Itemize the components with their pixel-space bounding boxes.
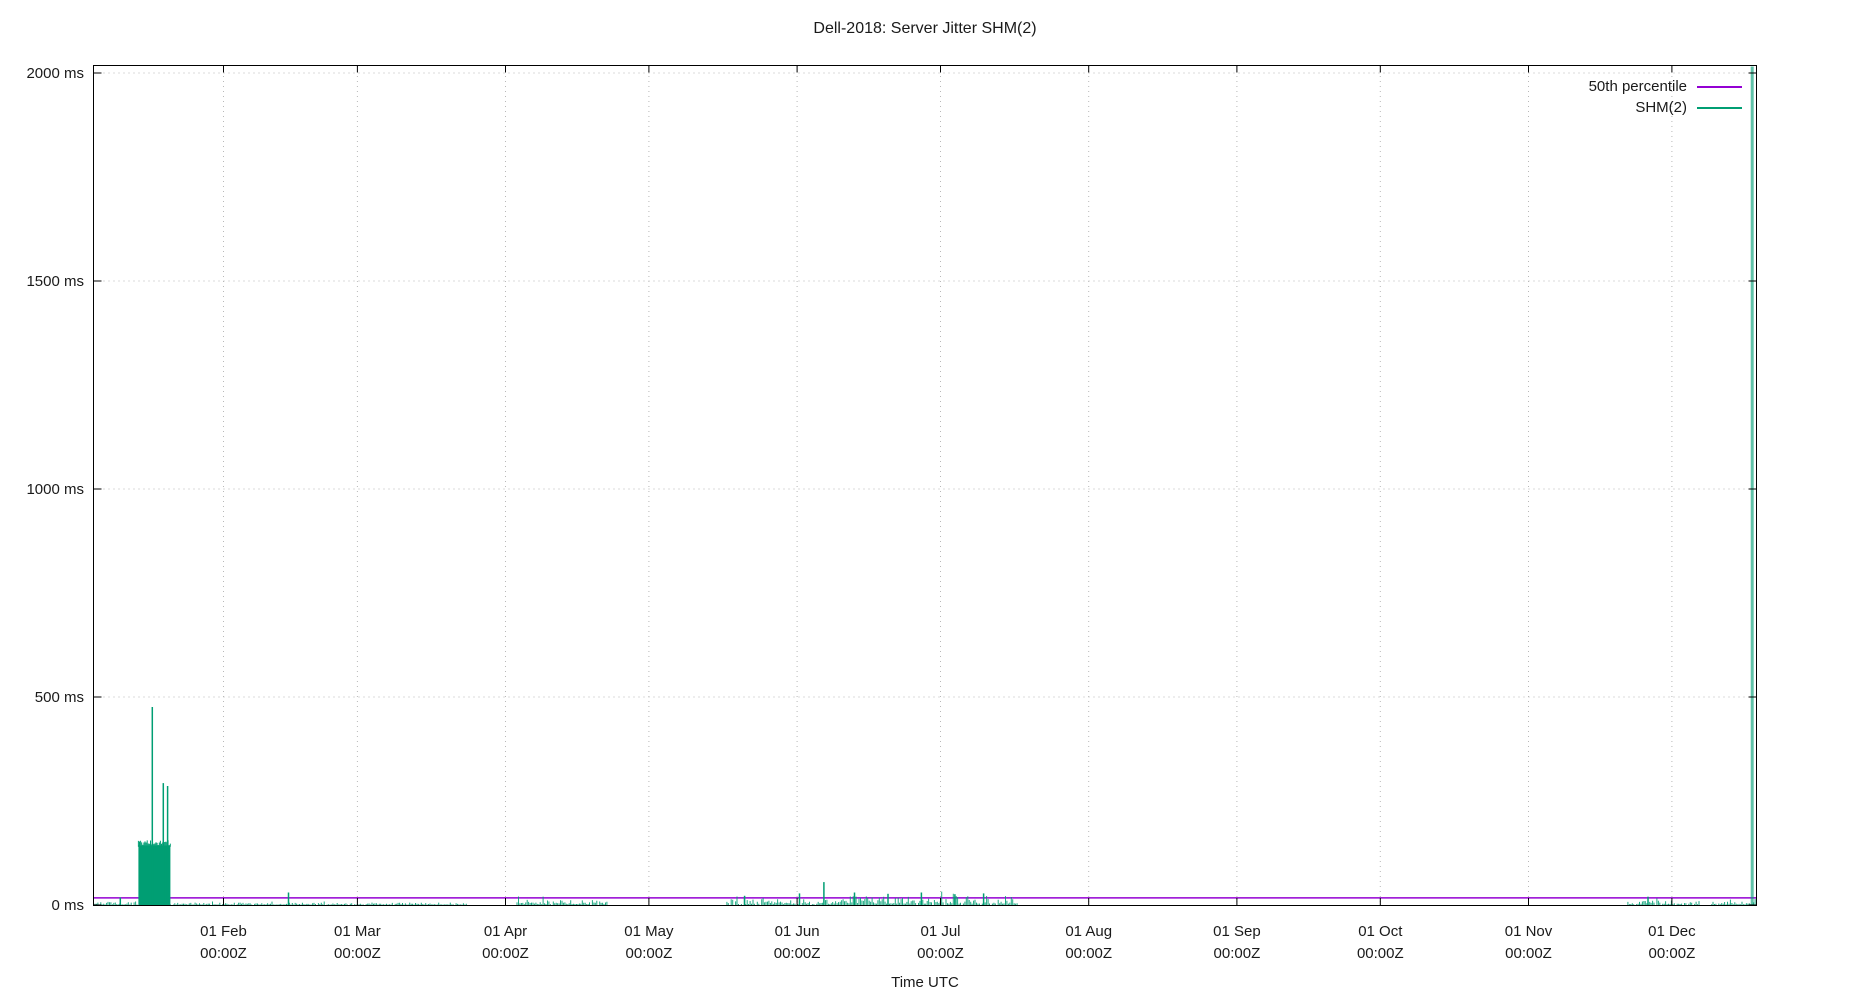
x-tick-label: 01 Jul	[920, 923, 960, 940]
legend-label-shm2: SHM(2)	[1635, 99, 1687, 116]
x-tick-label: 00:00Z	[1065, 945, 1112, 962]
x-tick-label: 00:00Z	[200, 945, 247, 962]
burst-block	[138, 845, 171, 905]
x-tick-label: 00:00Z	[626, 945, 673, 962]
axis-ticks	[93, 65, 1757, 906]
x-tick-label: 01 May	[624, 923, 674, 940]
y-tick-label: 1500 ms	[26, 273, 84, 290]
x-tick-label: 01 Mar	[334, 923, 381, 940]
x-tick-label: 00:00Z	[917, 945, 964, 962]
y-tick-label: 1000 ms	[26, 481, 84, 498]
x-tick-label: 00:00Z	[1214, 945, 1261, 962]
x-tick-label: 00:00Z	[1357, 945, 1404, 962]
x-tick-label: 00:00Z	[482, 945, 529, 962]
series-shm2	[93, 66, 1756, 905]
x-tick-label: 01 Sep	[1213, 923, 1261, 940]
y-tick-label: 500 ms	[35, 689, 84, 706]
axis-labels: 0 ms 500 ms 1000 ms 1500 ms 2000 ms 01 Feb 00:…	[26, 65, 1696, 962]
x-tick-label: 00:00Z	[774, 945, 821, 962]
gridlines	[93, 66, 1757, 905]
x-tick-label: 01 Apr	[484, 923, 527, 940]
x-tick-label: 01 Feb	[200, 923, 247, 940]
legend-label-50th-percentile: 50th percentile	[1588, 78, 1687, 95]
x-tick-label: 01 Jun	[775, 923, 820, 940]
x-axis-title: Time UTC	[891, 974, 959, 991]
chart-title: Dell-2018: Server Jitter SHM(2)	[813, 20, 1037, 37]
x-tick-label: 01 Oct	[1358, 923, 1403, 940]
legend-item-50th-percentile: 50th percentile	[1589, 76, 1742, 97]
legend: 50th percentile SHM(2)	[1589, 76, 1742, 118]
y-tick-label: 0 ms	[51, 897, 84, 914]
legend-line-sample-shm2	[1697, 106, 1742, 109]
x-tick-label: 00:00Z	[1649, 945, 1696, 962]
legend-item-shm2: SHM(2)	[1589, 97, 1742, 118]
y-tick-label: 2000 ms	[26, 65, 84, 82]
legend-line-sample-50th-percentile	[1697, 85, 1742, 88]
plot-border	[93, 65, 1757, 906]
x-tick-label: 01 Dec	[1648, 923, 1696, 940]
x-tick-label: 01 Aug	[1065, 923, 1112, 940]
x-tick-label: 01 Nov	[1505, 923, 1553, 940]
x-tick-label: 00:00Z	[1505, 945, 1552, 962]
x-tick-label: 00:00Z	[334, 945, 381, 962]
